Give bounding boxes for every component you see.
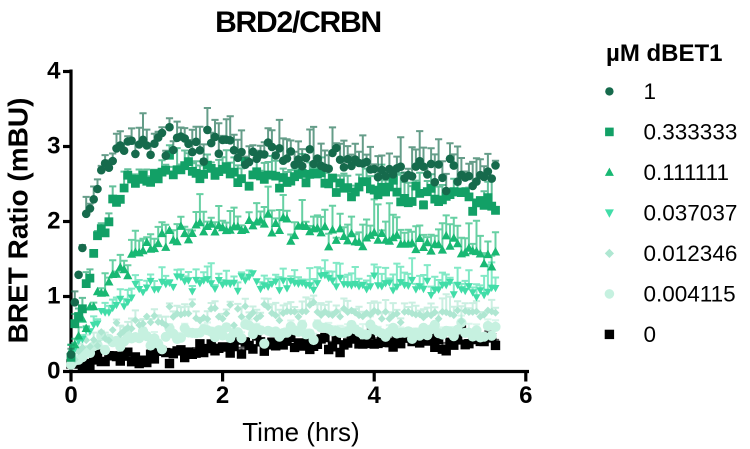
svg-text:BRET Ratio (mBU): BRET Ratio (mBU): [2, 98, 33, 344]
svg-text:3: 3: [47, 133, 60, 160]
svg-text:0.333333: 0.333333: [644, 120, 738, 145]
svg-text:0.037037: 0.037037: [644, 201, 738, 226]
svg-text:2: 2: [216, 382, 229, 409]
svg-text:0.111111: 0.111111: [644, 160, 730, 185]
svg-text:0.012346: 0.012346: [644, 241, 738, 266]
svg-text:1: 1: [47, 283, 60, 310]
svg-text:6: 6: [519, 382, 532, 409]
svg-text:Time (hrs): Time (hrs): [242, 417, 359, 447]
svg-text:µM dBET1: µM dBET1: [606, 40, 723, 67]
svg-text:4: 4: [368, 382, 382, 409]
svg-text:0: 0: [644, 322, 657, 347]
svg-text:0: 0: [47, 358, 60, 385]
svg-text:1: 1: [644, 79, 657, 104]
svg-text:2: 2: [47, 208, 60, 235]
svg-text:4: 4: [47, 58, 61, 85]
svg-text:0.004115: 0.004115: [644, 282, 736, 307]
svg-text:0: 0: [64, 382, 77, 409]
svg-text:BRD2/CRBN: BRD2/CRBN: [215, 6, 381, 39]
